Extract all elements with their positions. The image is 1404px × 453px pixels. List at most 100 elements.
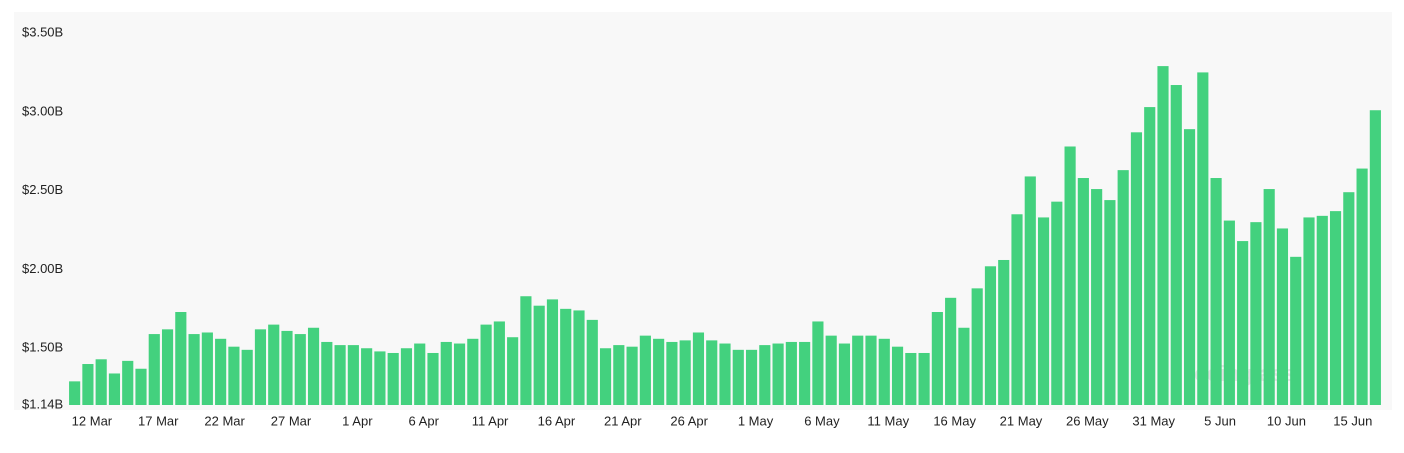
bar	[95, 359, 107, 405]
bar	[493, 321, 505, 405]
bar	[1183, 129, 1196, 406]
bar	[520, 296, 532, 405]
bar	[719, 343, 731, 405]
bar	[838, 343, 851, 405]
bar	[1157, 66, 1169, 406]
bar	[998, 259, 1010, 405]
bar	[228, 346, 240, 405]
bar	[400, 348, 413, 405]
bar	[1276, 228, 1289, 405]
x-tick-label: 26 May	[1066, 413, 1109, 428]
bar	[440, 341, 452, 405]
x-tick-label: 21 May	[1000, 413, 1043, 428]
bar	[852, 335, 864, 405]
bar	[626, 346, 638, 405]
x-tick-label: 26 Apr	[670, 413, 708, 428]
y-tick-label: $1.14B	[22, 396, 63, 411]
bar	[82, 364, 94, 405]
bar	[918, 352, 930, 405]
bar	[1263, 189, 1275, 405]
bar	[122, 360, 134, 405]
bar	[945, 297, 957, 405]
bar	[1064, 146, 1076, 406]
x-tick-label: 5 Jun	[1204, 413, 1236, 428]
x-tick-label: 17 Mar	[138, 413, 179, 428]
bar	[1210, 178, 1222, 405]
bar	[1170, 85, 1182, 405]
x-tick-label: 15 Jun	[1333, 413, 1372, 428]
x-tick-label: 21 Apr	[604, 413, 642, 428]
x-tick-label: 16 Apr	[538, 413, 576, 428]
bar	[905, 352, 917, 405]
bar	[931, 312, 943, 405]
bar	[215, 338, 227, 405]
bar	[971, 288, 983, 405]
bar	[666, 341, 678, 405]
bar	[1329, 211, 1342, 405]
x-tick-label: 1 May	[738, 413, 774, 428]
bar	[759, 345, 771, 405]
bar	[1290, 256, 1302, 405]
x-tick-label: 10 Jun	[1267, 413, 1306, 428]
bar	[692, 332, 705, 405]
bar	[865, 335, 877, 405]
bar	[241, 349, 253, 405]
bar	[387, 352, 399, 405]
bar	[1037, 217, 1050, 405]
bar	[427, 352, 439, 405]
bar	[1356, 168, 1368, 405]
y-tick-label: $3.50B	[22, 24, 63, 39]
bar	[560, 308, 572, 405]
bar	[69, 381, 81, 405]
bar	[414, 343, 426, 405]
bar	[1303, 217, 1315, 405]
bar	[1250, 222, 1262, 405]
bar	[453, 343, 466, 405]
bar	[1051, 201, 1063, 405]
y-tick-label: $3.00B	[22, 103, 63, 118]
bar	[546, 299, 559, 405]
y-tick-label: $2.50B	[22, 182, 63, 197]
bar	[878, 338, 890, 405]
bar	[507, 337, 519, 405]
x-tick-label: 16 May	[933, 413, 976, 428]
bar	[467, 338, 479, 405]
bar	[374, 351, 386, 405]
bar	[1343, 192, 1355, 405]
bar	[188, 334, 200, 405]
bar	[785, 341, 797, 405]
bar	[573, 310, 585, 405]
bar	[1130, 132, 1143, 405]
x-tick-label: 22 Mar	[204, 413, 245, 428]
x-tick-label: 11 May	[867, 413, 909, 428]
bar	[201, 332, 213, 405]
bar	[281, 330, 293, 405]
y-tick-label: $1.50B	[22, 340, 63, 355]
x-tick-label: 6 Apr	[409, 413, 440, 428]
bar	[825, 335, 837, 405]
bar	[706, 340, 718, 405]
bar	[1316, 215, 1328, 405]
x-tick-label: 6 May	[804, 413, 840, 428]
bar	[586, 319, 598, 405]
bar	[639, 335, 651, 405]
bar	[679, 340, 691, 405]
bar	[307, 327, 320, 405]
bar	[745, 349, 758, 405]
bar	[653, 338, 665, 405]
bar	[254, 329, 267, 405]
x-tick-label: 1 Apr	[342, 413, 373, 428]
x-tick-label: 11 Apr	[472, 413, 509, 428]
bar	[891, 346, 904, 405]
bar	[480, 324, 492, 405]
bar	[1369, 110, 1381, 405]
bar	[347, 345, 359, 405]
bar	[1024, 176, 1036, 405]
bar	[148, 334, 160, 405]
bar	[812, 321, 824, 405]
bar	[799, 341, 811, 405]
bar	[321, 341, 333, 405]
bar	[599, 348, 612, 405]
bar	[1011, 214, 1023, 405]
bar	[361, 348, 373, 405]
